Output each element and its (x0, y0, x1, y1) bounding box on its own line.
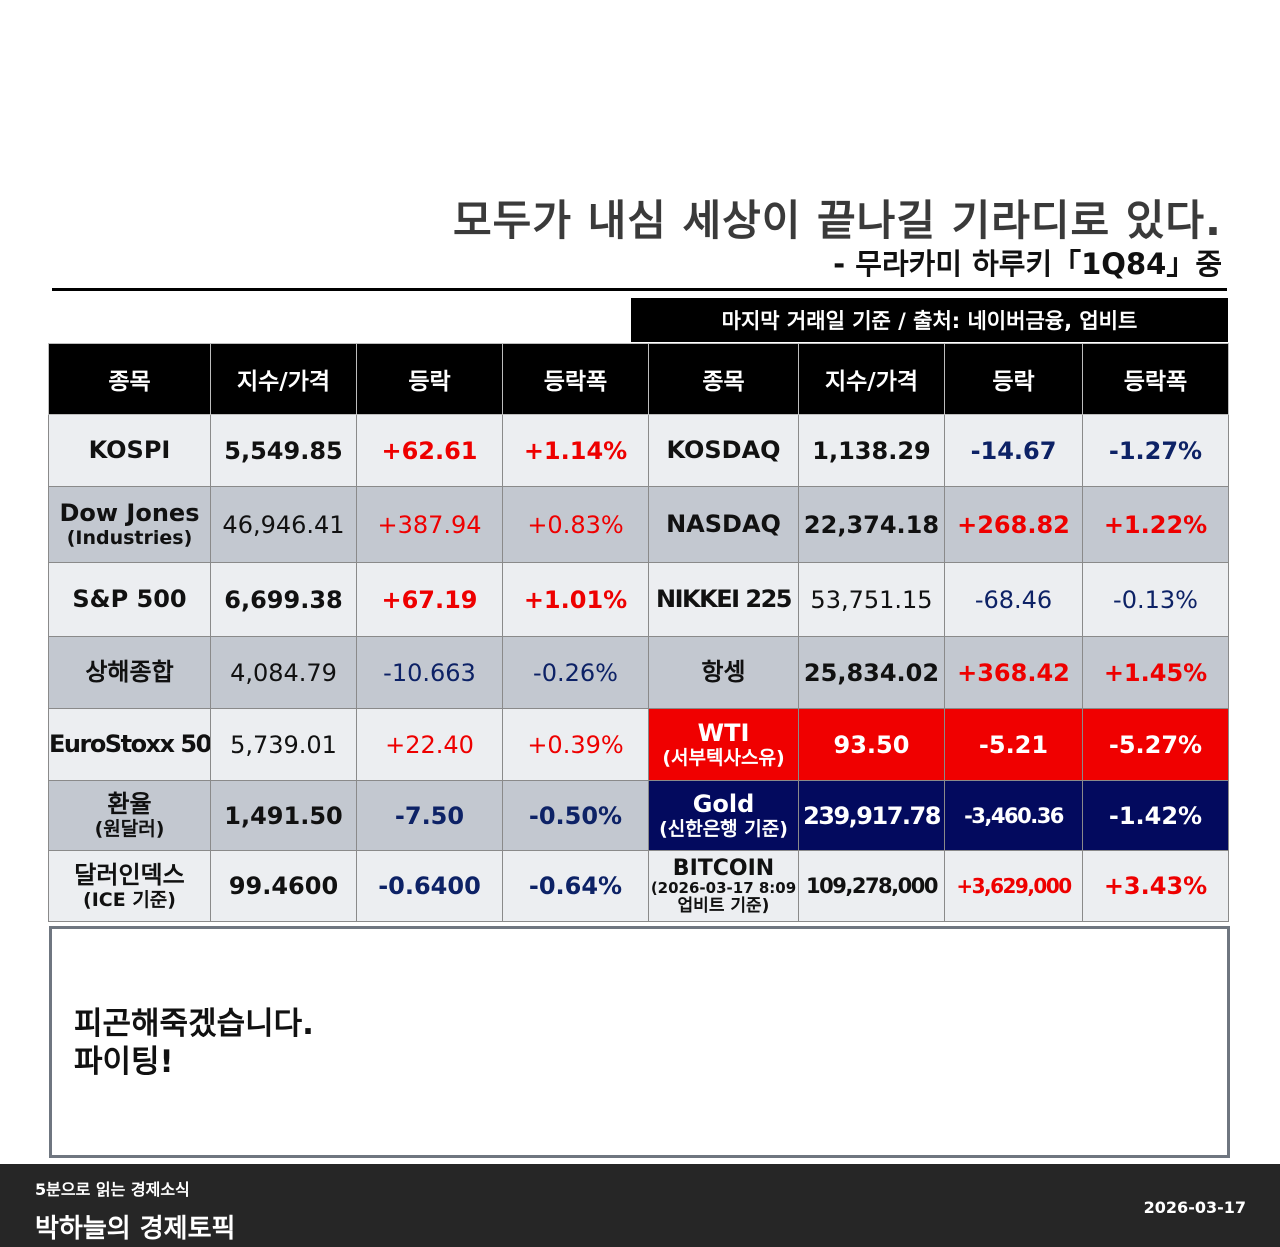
cell-name-hangseng: 항셍 (648, 636, 799, 709)
divider-line (52, 288, 1227, 291)
table-row: 환율 (원달러) 1,491.50 -7.50 -0.50% Gold (신한은… (48, 780, 1229, 851)
cell-change-hangseng: +368.42 (944, 636, 1083, 709)
cell-pct-eurostoxx: +0.39% (502, 708, 649, 781)
header-change-right: 등락 (944, 343, 1083, 415)
table-header-row: 종목 지수/가격 등락 등락폭 종목 지수/가격 등락 등락폭 (48, 343, 1229, 415)
cell-name-fx: 환율 (원달러) (48, 780, 211, 851)
cell-pct-dowjones: +0.83% (502, 486, 649, 563)
cell-name-nasdaq: NASDAQ (648, 486, 799, 563)
footer-title: 박하늘의 경제토픽 (35, 1214, 236, 1244)
cell-change-bitcoin: +3,629,000 (944, 850, 1083, 922)
memo-box: 피곤해죽겠습니다. 파이팅! (49, 926, 1230, 1158)
header-name-left: 종목 (48, 343, 211, 415)
cell-pct-nasdaq: +1.22% (1082, 486, 1229, 563)
cell-change-eurostoxx: +22.40 (356, 708, 503, 781)
cell-change-fx: -7.50 (356, 780, 503, 851)
cell-price-nasdaq: 22,374.18 (798, 486, 945, 563)
cell-price-shanghai: 4,084.79 (210, 636, 357, 709)
cell-change-nasdaq: +268.82 (944, 486, 1083, 563)
header-price-left: 지수/가격 (210, 343, 357, 415)
cell-price-sp500: 6,699.38 (210, 562, 357, 637)
data-source-notice: 마지막 거래일 기준 / 출처: 네이버금융, 업비트 (631, 298, 1228, 342)
footer-subtitle: 5분으로 읽는 경제소식 (35, 1180, 190, 1199)
quote-text: 모두가 내심 세상이 끝나길 기라디로 있다. (453, 196, 1222, 245)
cell-name-sp500: S&P 500 (48, 562, 211, 637)
header-pct-left: 등락폭 (502, 343, 649, 415)
header-name-right: 종목 (648, 343, 799, 415)
quote-block: 모두가 내심 세상이 끝나길 기라디로 있다. - 무라카미 하루키「1Q84」… (453, 196, 1222, 284)
footer-bar: 5분으로 읽는 경제소식 박하늘의 경제토픽 2026-03-17 (0, 1164, 1280, 1247)
cell-change-shanghai: -10.663 (356, 636, 503, 709)
table-row: S&P 500 6,699.38 +67.19 +1.01% NIKKEI 22… (48, 562, 1229, 637)
quote-source: - 무라카미 하루키「1Q84」중 (833, 247, 1222, 281)
cell-change-nikkei: -68.46 (944, 562, 1083, 637)
cell-name-wti: WTI (서부텍사스유) (648, 708, 799, 781)
cell-price-kospi: 5,549.85 (210, 414, 357, 487)
cell-pct-dxy: -0.64% (502, 850, 649, 922)
table-row: KOSPI 5,549.85 +62.61 +1.14% KOSDAQ 1,13… (48, 414, 1229, 487)
table-row: 상해종합 4,084.79 -10.663 -0.26% 항셍 25,834.0… (48, 636, 1229, 709)
cell-price-bitcoin: 109,278,000 (798, 850, 945, 922)
cell-name-nikkei: NIKKEI 225 (648, 562, 799, 637)
cell-name-kospi: KOSPI (48, 414, 211, 487)
cell-pct-kosdaq: -1.27% (1082, 414, 1229, 487)
cell-name-dxy: 달러인덱스 (ICE 기준) (48, 850, 211, 922)
table-row: EuroStoxx 50 5,739.01 +22.40 +0.39% WTI … (48, 708, 1229, 781)
cell-price-gold: 239,917.78 (798, 780, 945, 851)
cell-pct-wti: -5.27% (1082, 708, 1229, 781)
header-pct-right: 등락폭 (1082, 343, 1229, 415)
footer-date: 2026-03-17 (1143, 1198, 1246, 1217)
table-row: Dow Jones (Industries) 46,946.41 +387.94… (48, 486, 1229, 563)
cell-name-bitcoin: BITCOIN (2026-03-17 8:09 업비트 기준) (648, 850, 799, 922)
cell-name-eurostoxx: EuroStoxx 50 (48, 708, 211, 781)
cell-name-gold: Gold (신한은행 기준) (648, 780, 799, 851)
cell-change-kospi: +62.61 (356, 414, 503, 487)
cell-pct-kospi: +1.14% (502, 414, 649, 487)
cell-price-wti: 93.50 (798, 708, 945, 781)
table-row: 달러인덱스 (ICE 기준) 99.4600 -0.6400 -0.64% BI… (48, 850, 1229, 922)
cell-change-sp500: +67.19 (356, 562, 503, 637)
cell-change-dxy: -0.6400 (356, 850, 503, 922)
cell-pct-nikkei: -0.13% (1082, 562, 1229, 637)
cell-name-dowjones: Dow Jones (Industries) (48, 486, 211, 563)
cell-price-nikkei: 53,751.15 (798, 562, 945, 637)
market-table: 종목 지수/가격 등락 등락폭 종목 지수/가격 등락 등락폭 KOSPI 5,… (48, 343, 1229, 922)
cell-price-dxy: 99.4600 (210, 850, 357, 922)
cell-change-kosdaq: -14.67 (944, 414, 1083, 487)
header-change-left: 등락 (356, 343, 503, 415)
cell-change-dowjones: +387.94 (356, 486, 503, 563)
cell-pct-sp500: +1.01% (502, 562, 649, 637)
cell-price-fx: 1,491.50 (210, 780, 357, 851)
cell-pct-bitcoin: +3.43% (1082, 850, 1229, 922)
cell-pct-fx: -0.50% (502, 780, 649, 851)
cell-price-dowjones: 46,946.41 (210, 486, 357, 563)
cell-change-gold: -3,460.36 (944, 780, 1083, 851)
memo-text: 피곤해죽겠습니다. 파이팅! (74, 1006, 314, 1080)
cell-price-kosdaq: 1,138.29 (798, 414, 945, 487)
cell-price-hangseng: 25,834.02 (798, 636, 945, 709)
header-price-right: 지수/가격 (798, 343, 945, 415)
cell-name-kosdaq: KOSDAQ (648, 414, 799, 487)
cell-pct-shanghai: -0.26% (502, 636, 649, 709)
cell-price-eurostoxx: 5,739.01 (210, 708, 357, 781)
cell-pct-gold: -1.42% (1082, 780, 1229, 851)
cell-name-shanghai: 상해종합 (48, 636, 211, 709)
cell-change-wti: -5.21 (944, 708, 1083, 781)
cell-pct-hangseng: +1.45% (1082, 636, 1229, 709)
